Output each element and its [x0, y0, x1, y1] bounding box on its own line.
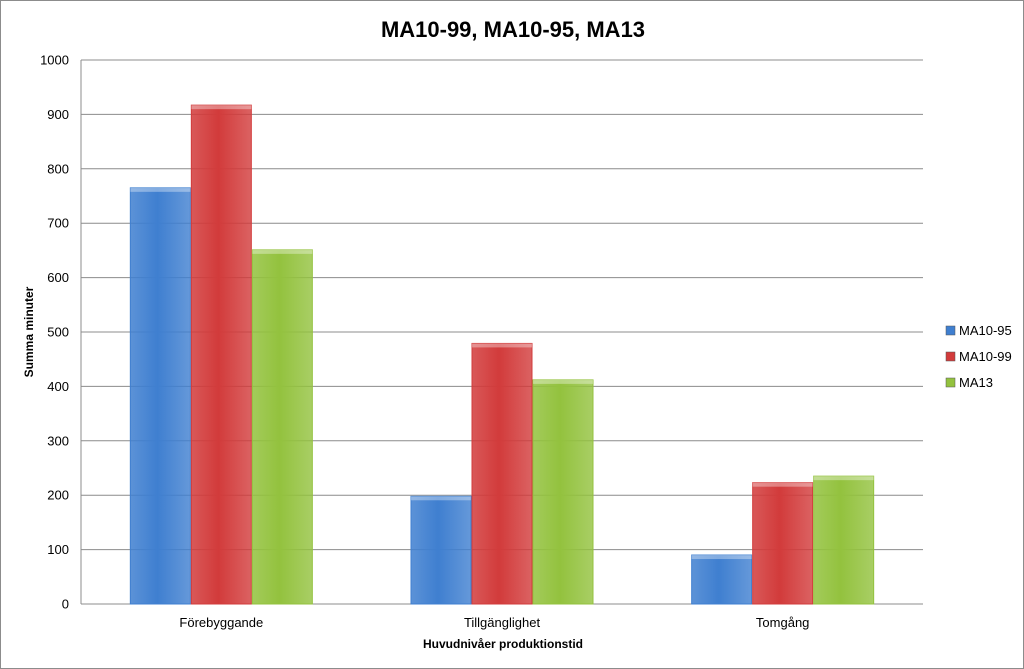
- bar-ma13-0: [251, 249, 313, 605]
- bar-ma13-2: [813, 475, 875, 605]
- legend-swatch: [945, 325, 956, 336]
- bar-ma10-99-1: [471, 342, 533, 605]
- y-tick-label: 500: [47, 325, 69, 340]
- legend-swatch: [945, 351, 956, 362]
- y-axis-ticks: 0 100 200 300 400 500 600 700 800 900 1000: [40, 53, 69, 612]
- bar-highlight: [472, 343, 532, 348]
- bar-ma10-99-0: [190, 104, 252, 605]
- y-tick-label: 600: [47, 270, 69, 285]
- bar-highlight: [691, 555, 752, 560]
- bars: [129, 104, 875, 605]
- y-tick-label: 700: [47, 216, 69, 231]
- bar-highlight: [533, 379, 593, 384]
- legend-label: MA10-99: [959, 349, 1012, 364]
- chart-title: MA10-99, MA10-95, MA13: [381, 17, 645, 42]
- y-tick-label: 900: [47, 107, 69, 122]
- x-tick-label: Förebyggande: [179, 615, 263, 630]
- bar-ma13-1: [532, 379, 594, 605]
- legend-label: MA10-95: [959, 323, 1012, 338]
- legend-label: MA13: [959, 375, 993, 390]
- y-tick-label: 100: [47, 542, 69, 557]
- y-tick-label: 400: [47, 379, 69, 394]
- bar-ma10-95-0: [129, 187, 191, 605]
- legend-swatch: [945, 377, 956, 388]
- bar-ma10-95-1: [410, 495, 472, 605]
- y-tick-label: 300: [47, 433, 69, 448]
- y-tick-label: 0: [62, 597, 69, 612]
- x-axis-title: Huvudnivåer produktionstid: [423, 637, 583, 651]
- x-axis-ticks: Förebyggande Tillgänglighet Tomgång: [179, 615, 809, 630]
- bar-highlight: [130, 187, 191, 192]
- bar-highlight: [752, 482, 813, 487]
- y-axis-title: Summa minuter: [22, 286, 36, 377]
- x-tick-label: Tillgänglighet: [464, 615, 541, 630]
- bar-ma10-99-2: [752, 482, 814, 605]
- bar-ma10-95-2: [691, 554, 753, 605]
- y-tick-label: 200: [47, 488, 69, 503]
- legend: MA10-95 MA10-99 MA13: [945, 323, 1012, 390]
- bar-highlight: [411, 496, 471, 501]
- y-tick-label: 1000: [40, 53, 69, 68]
- x-tick-label: Tomgång: [756, 615, 809, 630]
- bar-highlight: [252, 249, 313, 254]
- bar-highlight: [191, 105, 252, 110]
- y-tick-label: 800: [47, 161, 69, 176]
- bar-highlight: [813, 476, 874, 481]
